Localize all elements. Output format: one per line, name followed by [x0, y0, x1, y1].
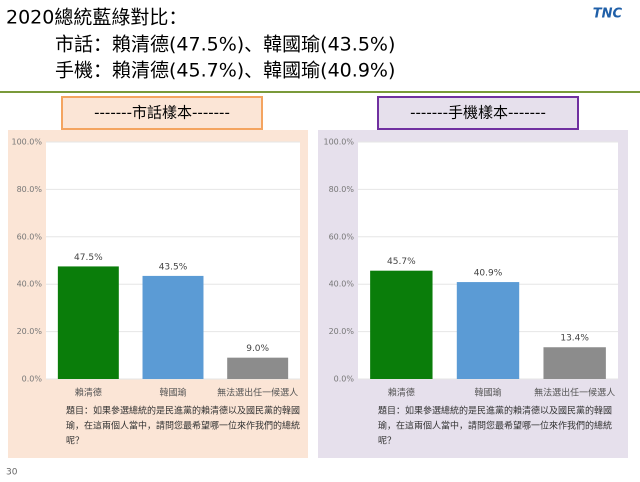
data-label: 9.0% [246, 344, 269, 354]
bar [227, 357, 289, 379]
y-tick-label: 80.0% [329, 185, 355, 194]
data-label: 47.5% [74, 253, 103, 263]
page-number: 30 [6, 468, 18, 478]
question-note: 題目：如果參選總統的是民進黨的賴清德以及國民黨的韓國 [66, 405, 300, 417]
x-tick-label: 無法選出任一候選人 [534, 387, 615, 399]
y-tick-label: 80.0% [17, 185, 43, 194]
data-label: 13.4% [560, 334, 589, 344]
slide-title: 2020總統藍綠對比： [6, 7, 187, 29]
y-tick-label: 40.0% [17, 280, 43, 289]
y-tick-label: 40.0% [329, 280, 355, 289]
y-tick-label: 60.0% [17, 232, 43, 241]
logo: TNC [593, 7, 623, 22]
bar [370, 270, 433, 379]
data-label: 43.5% [159, 262, 188, 272]
summary-line: 手機：賴清德(45.7%)、韓國瑜(40.9%) [55, 60, 395, 82]
x-tick-label: 韓國瑜 [474, 387, 501, 399]
y-tick-label: 0.0% [22, 375, 43, 384]
x-tick-label: 賴清德 [388, 387, 415, 399]
x-tick-label: 賴清德 [75, 387, 102, 399]
question-note: 瑜，在這兩個人當中，請問您最希望哪一位來作我們的總統 [66, 420, 300, 432]
y-tick-label: 100.0% [323, 138, 354, 147]
panel-label-box [377, 96, 579, 130]
question-note: 呢？ [66, 436, 84, 447]
bar [57, 266, 119, 379]
question-note: 呢？ [378, 436, 396, 447]
question-note: 瑜，在這兩個人當中，請問您最希望哪一位來作我們的總統 [378, 420, 612, 432]
x-tick-label: 韓國瑜 [159, 387, 186, 399]
y-tick-label: 0.0% [334, 375, 355, 384]
panel-label-box [61, 96, 263, 130]
bar [456, 282, 520, 379]
data-label: 40.9% [474, 269, 503, 279]
data-label: 45.7% [387, 257, 416, 267]
panel-title: -------手機樣本------- [410, 104, 546, 122]
y-tick-label: 20.0% [329, 327, 355, 336]
question-note: 題目：如果參選總統的是民進黨的賴清德以及國民黨的韓國 [378, 405, 612, 417]
y-tick-label: 20.0% [17, 327, 43, 336]
bar [142, 275, 204, 379]
panel-title: -------市話樣本------- [94, 104, 230, 122]
y-tick-label: 100.0% [11, 138, 42, 147]
bar [543, 347, 606, 379]
summary-line: 市話：賴清德(47.5%)、韓國瑜(43.5%) [55, 34, 395, 56]
x-tick-label: 無法選出任一候選人 [217, 387, 298, 399]
y-tick-label: 60.0% [329, 232, 355, 241]
